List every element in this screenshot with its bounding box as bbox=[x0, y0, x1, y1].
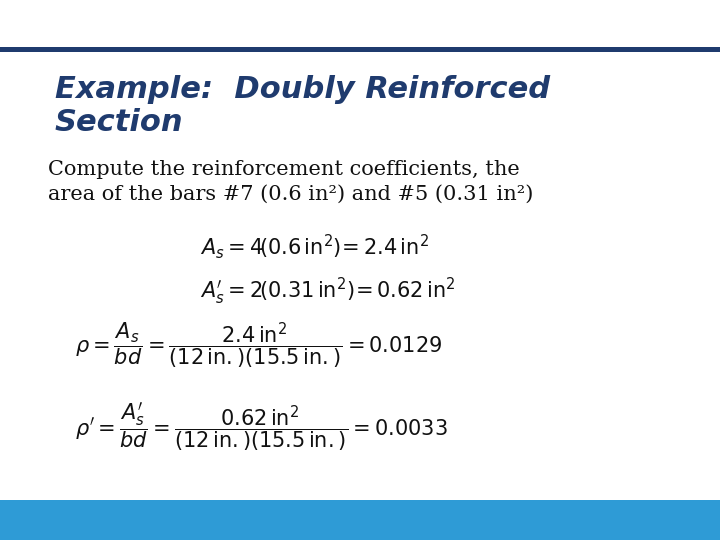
Bar bbox=[0, 47, 720, 52]
Text: area of the bars #7 (0.6 in²) and #5 (0.31 in²): area of the bars #7 (0.6 in²) and #5 (0.… bbox=[48, 185, 534, 204]
Text: $\rho = \dfrac{A_s}{bd} = \dfrac{2.4\,\mathrm{in}^2}{(12\,\mathrm{in.})(15.5\,\m: $\rho = \dfrac{A_s}{bd} = \dfrac{2.4\,\m… bbox=[75, 320, 442, 371]
Text: Compute the reinforcement coefficients, the: Compute the reinforcement coefficients, … bbox=[48, 160, 520, 179]
Text: $A_s' = 2\!\left(0.31\,\mathrm{in}^2\right)\!= 0.62\,\mathrm{in}^2$: $A_s' = 2\!\left(0.31\,\mathrm{in}^2\rig… bbox=[200, 276, 456, 307]
Text: $\rho' = \dfrac{A_s'}{bd} = \dfrac{0.62\,\mathrm{in}^2}{(12\,\mathrm{in.})(15.5\: $\rho' = \dfrac{A_s'}{bd} = \dfrac{0.62\… bbox=[75, 400, 448, 454]
Text: $A_s = 4\!\left(0.6\,\mathrm{in}^2\right)\!= 2.4\,\mathrm{in}^2$: $A_s = 4\!\left(0.6\,\mathrm{in}^2\right… bbox=[200, 232, 429, 261]
Text: Example:  Doubly Reinforced: Example: Doubly Reinforced bbox=[55, 75, 550, 104]
Text: Section: Section bbox=[55, 108, 184, 137]
Bar bbox=[0, 500, 720, 540]
